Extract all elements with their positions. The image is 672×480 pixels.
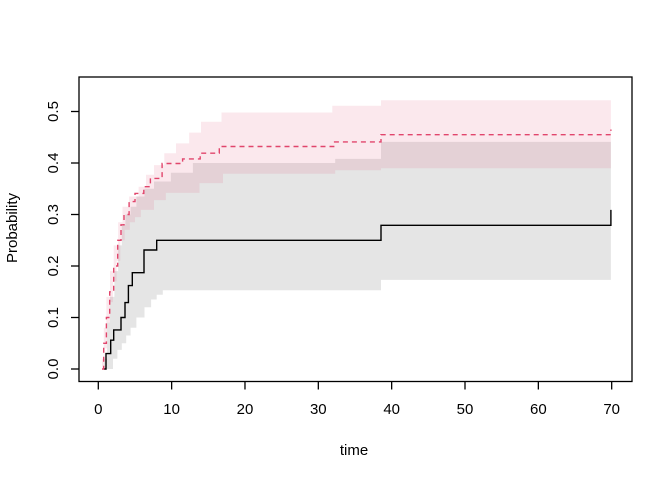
red-dashed-estimate-confidence-band — [102, 100, 611, 369]
x-tick-label: 50 — [457, 401, 474, 418]
x-tick-label: 70 — [603, 401, 620, 418]
black-solid-estimate-confidence-band — [104, 141, 611, 369]
step-curves — [102, 129, 612, 370]
y-tick-label: 0.5 — [45, 101, 62, 122]
confidence-bands — [102, 100, 611, 369]
x-tick-label: 20 — [237, 401, 254, 418]
y-axis-title: Probability — [4, 192, 21, 263]
y-tick-label: 0.2 — [45, 256, 62, 277]
x-tick-label: 0 — [94, 401, 102, 418]
axes — [71, 76, 633, 390]
y-tick-label: 0.0 — [45, 359, 62, 380]
x-tick-label: 60 — [530, 401, 547, 418]
red-dashed-estimate-curve — [102, 129, 612, 370]
x-tick-label: 30 — [310, 401, 327, 418]
black-solid-estimate-curve — [104, 209, 612, 370]
plot-box — [78, 76, 633, 383]
y-tick-label: 0.4 — [45, 153, 62, 174]
x-tick-label: 40 — [383, 401, 400, 418]
y-tick-label: 0.1 — [45, 307, 62, 328]
y-tick-label: 0.3 — [45, 204, 62, 225]
x-axis-title: time — [340, 442, 368, 459]
x-tick-label: 10 — [163, 401, 180, 418]
tick-labels: 0 10 20 30 40 50 60 70 0.0 0.1 0.2 0.3 0.4 0.5 — [45, 101, 620, 418]
